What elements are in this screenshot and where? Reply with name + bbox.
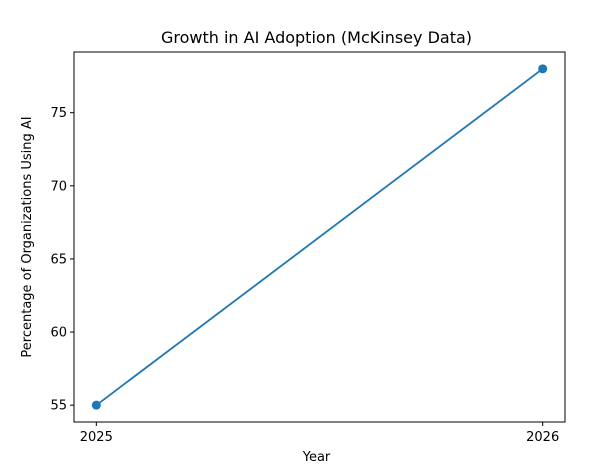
x-tick-label: 2026 bbox=[526, 430, 559, 445]
y-axis-ticks: 55 60 65 70 75 bbox=[50, 106, 74, 414]
chart-title: Growth in AI Adoption (McKinsey Data) bbox=[161, 28, 472, 47]
plot-area-frame bbox=[73, 51, 566, 423]
y-tick-label: 75 bbox=[50, 106, 67, 121]
y-tick-label: 70 bbox=[50, 179, 67, 194]
x-tick-label: 2025 bbox=[80, 430, 113, 445]
x-axis-label: Year bbox=[302, 450, 331, 465]
series-line bbox=[95, 68, 544, 406]
y-tick-label: 55 bbox=[50, 399, 67, 414]
y-tick-label: 60 bbox=[50, 326, 67, 341]
y-axis-label: Percentage of Organizations Using AI bbox=[20, 116, 35, 357]
series-layer bbox=[91, 64, 548, 410]
data-point bbox=[91, 400, 101, 410]
y-tick-label: 65 bbox=[50, 252, 67, 267]
x-axis-ticks: 2025 2026 bbox=[80, 422, 559, 445]
data-point bbox=[538, 64, 548, 74]
